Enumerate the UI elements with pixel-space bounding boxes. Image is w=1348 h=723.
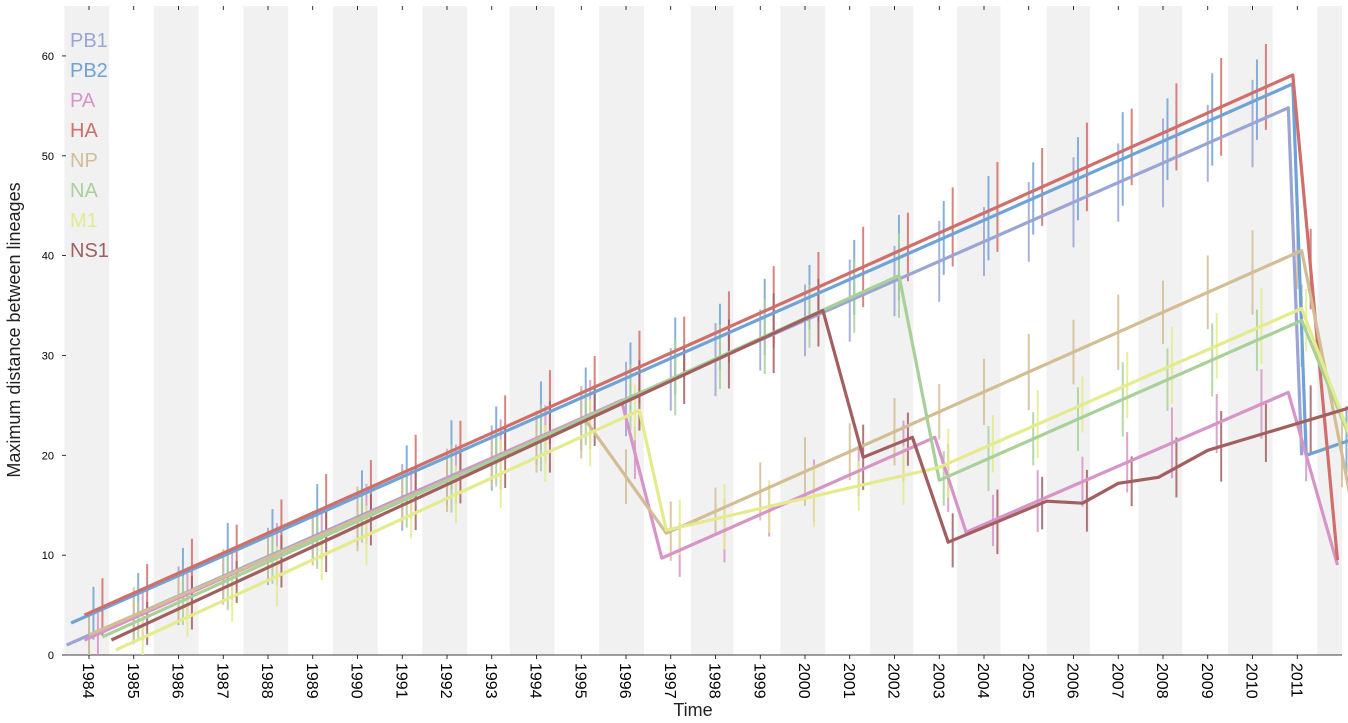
x-tick-label: 1991 xyxy=(392,663,409,699)
background-band xyxy=(422,6,468,655)
x-tick-label: 2002 xyxy=(885,663,902,699)
x-tick-label: 1996 xyxy=(616,663,633,699)
x-tick-label: 1990 xyxy=(348,663,365,699)
y-tick-label: 40 xyxy=(42,251,54,263)
legend-entry-pb2: PB2 xyxy=(70,60,108,82)
background-band xyxy=(509,6,555,655)
legend: PB1 PB2 PA HA NP NA M1 NS1 xyxy=(70,30,109,262)
background-band xyxy=(64,6,110,655)
series-lines xyxy=(65,73,1348,652)
y-tick-label: 50 xyxy=(42,151,54,163)
y-tick-label: 20 xyxy=(42,450,54,462)
y-tick-label: 0 xyxy=(48,650,54,662)
x-tick-label: 1994 xyxy=(527,663,544,699)
legend-entry-na: NA xyxy=(70,180,98,202)
background-band xyxy=(957,6,1001,655)
series-line-na xyxy=(101,274,1348,639)
x-tick-label: 1998 xyxy=(706,663,723,699)
background-band xyxy=(1317,6,1342,655)
x-tick-label: 2008 xyxy=(1153,663,1170,699)
x-tick-label: 2007 xyxy=(1108,663,1125,699)
background-band xyxy=(599,6,644,655)
axes xyxy=(62,6,1342,659)
x-tick-label: 1992 xyxy=(437,663,454,699)
background-band xyxy=(1138,6,1183,655)
legend-entry-m1: M1 xyxy=(70,210,98,232)
legend-entry-np: NP xyxy=(70,150,98,172)
x-tick-label: 1986 xyxy=(169,663,186,699)
x-tick-label: 2001 xyxy=(840,663,857,699)
background-band xyxy=(869,6,914,655)
background-bands xyxy=(64,6,1342,655)
y-tick-label: 30 xyxy=(42,350,54,362)
background-band xyxy=(1046,6,1091,655)
series-line-ha xyxy=(83,73,1340,617)
legend-entry-ns1: NS1 xyxy=(70,240,109,262)
background-band xyxy=(690,6,734,655)
background-band xyxy=(332,6,378,655)
x-tick-label: 1997 xyxy=(661,663,678,699)
x-tick-label: 2006 xyxy=(1064,663,1081,699)
x-tick-label: 1987 xyxy=(213,663,230,699)
tick-labels: 0 10 20 30 40 50 60 1984 1985 1986 1987 1988 1989 199… xyxy=(42,51,1305,699)
legend-entry-pa: PA xyxy=(70,90,96,112)
legend-entry-ha: HA xyxy=(70,120,98,142)
x-tick-label: 1985 xyxy=(124,663,141,699)
x-tick-label: 2009 xyxy=(1198,663,1215,699)
x-tick-label: 1993 xyxy=(482,663,499,699)
series-line-ns1 xyxy=(110,308,1348,642)
y-tick-label: 60 xyxy=(42,51,54,63)
x-tick-label: 2011 xyxy=(1287,663,1304,698)
x-axis-label: Time xyxy=(673,700,712,720)
x-tick-label: 2010 xyxy=(1243,663,1260,699)
y-axis-label: Maximum distance between lineages xyxy=(4,182,24,477)
x-tick-label: 2000 xyxy=(795,663,812,699)
x-tick-label: 1995 xyxy=(571,663,588,699)
x-tick-label: 2003 xyxy=(929,663,946,699)
series-line-pb2 xyxy=(70,82,1348,625)
x-tick-label: 2005 xyxy=(1019,663,1036,699)
x-tick-label: 1999 xyxy=(750,663,767,699)
y-tick-label: 10 xyxy=(42,550,54,562)
x-tick-label: 2004 xyxy=(974,663,991,699)
x-tick-label: 1989 xyxy=(303,663,320,699)
x-tick-label: 1984 xyxy=(79,663,96,699)
series-line-m1 xyxy=(115,306,1348,652)
legend-entry-pb1: PB1 xyxy=(70,30,108,52)
x-tick-label: 1988 xyxy=(258,663,275,699)
